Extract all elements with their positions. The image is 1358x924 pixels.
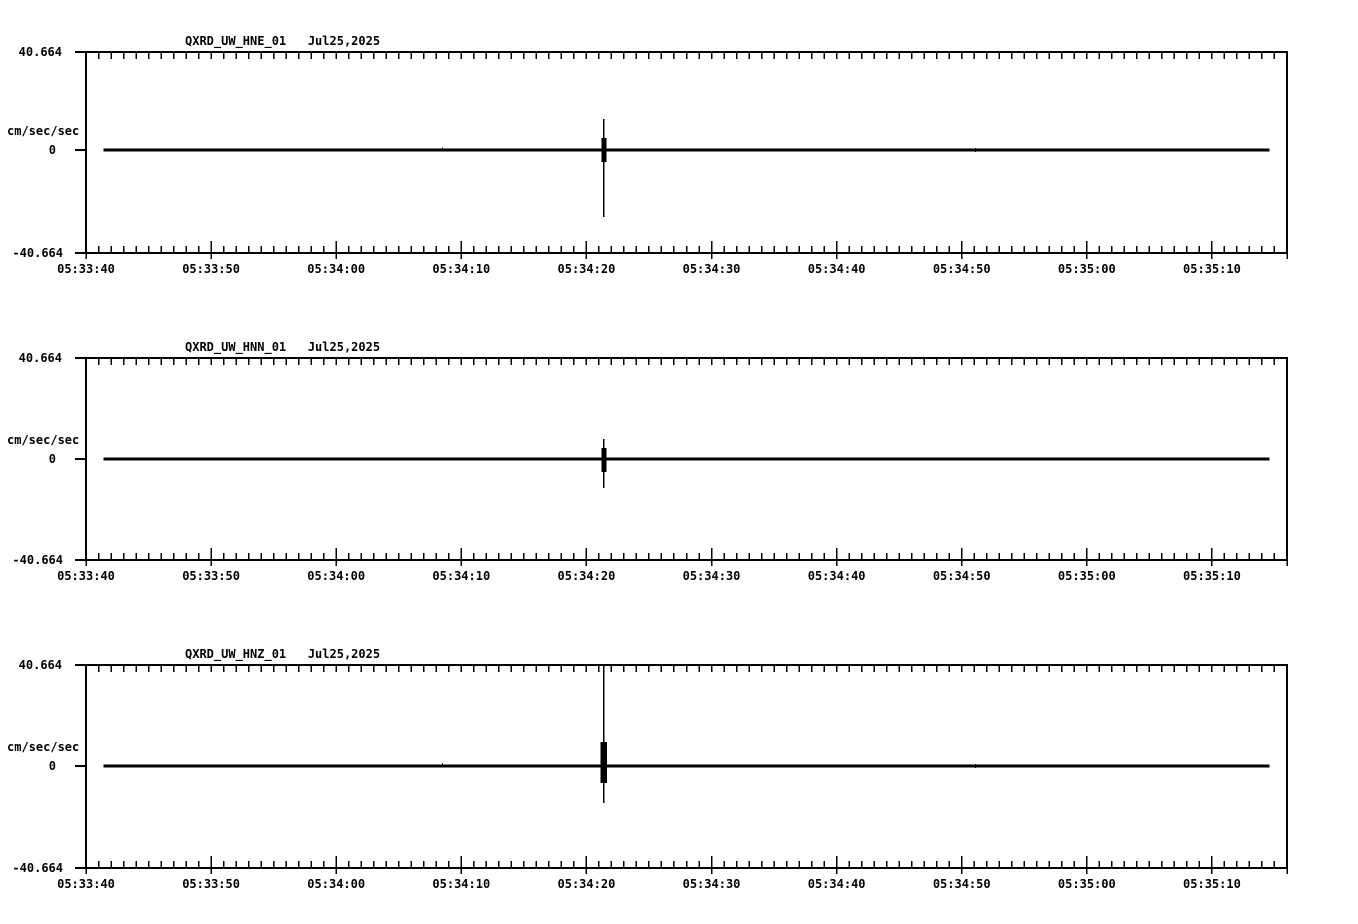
y-max-label: 40.664	[18, 45, 62, 59]
y-axis-units-label: cm/sec/sec	[7, 433, 80, 447]
x-tick-label: 05:34:20	[557, 877, 616, 891]
y-axis-units-label: cm/sec/sec	[7, 740, 80, 754]
x-tick-label: 05:34:40	[807, 262, 866, 276]
panel-QXRD_UW_HNN_01	[75, 357, 1288, 566]
x-tick-label: 05:33:50	[182, 569, 240, 583]
plot-box	[85, 51, 1288, 254]
x-tick-label: 05:34:10	[432, 877, 491, 891]
x-tick-label: 05:34:00	[307, 569, 366, 583]
x-tick-label: 05:34:10	[432, 262, 491, 276]
x-tick-label: 05:33:40	[57, 569, 115, 583]
x-tick-label: 05:34:40	[807, 877, 866, 891]
x-tick-label: 05:34:00	[307, 262, 366, 276]
panel-QXRD_UW_HNZ_01	[75, 664, 1288, 874]
x-tick-label: 05:34:00	[307, 877, 366, 891]
panel-QXRD_UW_HNE_01	[75, 51, 1288, 259]
y-max-label: 40.664	[18, 351, 62, 365]
x-tick-label: 05:34:30	[682, 569, 741, 583]
x-tick-label: 05:35:00	[1057, 262, 1116, 276]
x-tick-label: 05:34:10	[432, 569, 491, 583]
y-zero-label: 0	[48, 759, 56, 773]
x-tick-label: 05:34:20	[557, 262, 616, 276]
y-zero-label: 0	[48, 452, 56, 466]
y-min-label: -40.664	[12, 553, 63, 567]
y-min-label: -40.664	[12, 246, 63, 260]
x-tick-label: 05:35:10	[1183, 877, 1241, 891]
y-zero-label: 0	[48, 143, 56, 157]
x-tick-label: 05:35:00	[1057, 569, 1116, 583]
x-tick-label: 05:34:30	[682, 262, 741, 276]
x-tick-label: 05:35:10	[1183, 569, 1241, 583]
y-max-label: 40.664	[18, 658, 62, 672]
x-tick-label: 05:33:50	[182, 262, 240, 276]
panel-title: QXRD_UW_HNZ_01 Jul25,2025	[185, 647, 381, 661]
x-tick-label: 05:34:20	[557, 569, 616, 583]
x-tick-label: 05:34:50	[932, 262, 991, 276]
y-min-label: -40.664	[12, 861, 63, 875]
y-axis-units-label: cm/sec/sec	[7, 124, 80, 138]
x-tick-label: 05:34:50	[932, 569, 991, 583]
x-tick-label: 05:34:30	[682, 877, 741, 891]
x-tick-label: 05:35:10	[1183, 262, 1241, 276]
x-tick-label: 05:33:50	[182, 877, 240, 891]
panel-title: QXRD_UW_HNN_01 Jul25,2025	[185, 340, 381, 354]
panel-title: QXRD_UW_HNE_01 Jul25,2025	[185, 34, 381, 48]
x-tick-label: 05:34:50	[932, 877, 991, 891]
x-tick-label: 05:33:40	[57, 877, 115, 891]
x-tick-label: 05:34:40	[807, 569, 866, 583]
x-tick-label: 05:35:00	[1057, 877, 1116, 891]
x-tick-label: 05:33:40	[57, 262, 115, 276]
